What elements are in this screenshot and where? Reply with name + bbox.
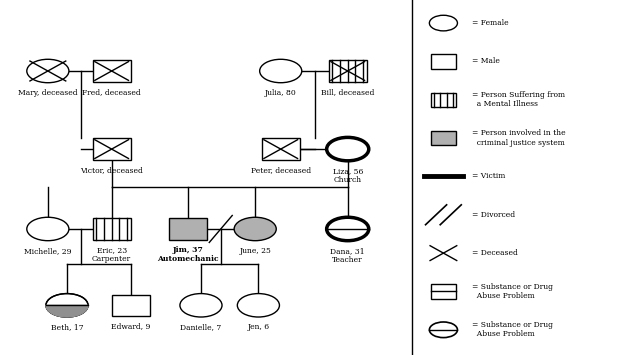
Text: Edward, 9: Edward, 9 [111,322,151,331]
Bar [431,54,456,69]
Bar [431,284,456,299]
Bar [262,138,300,160]
Text: Fred, deceased: Fred, deceased [82,88,141,96]
Text: = Deceased: = Deceased [472,249,518,257]
Circle shape [27,59,69,83]
Text: Beth, 17: Beth, 17 [50,323,84,332]
Polygon shape [46,305,88,317]
Text: Liza, 56
Church: Liza, 56 Church [332,167,363,184]
Text: = Substance or Drug
  Abuse Problem: = Substance or Drug Abuse Problem [472,321,553,338]
Bar [93,218,131,240]
Text: = Divorced: = Divorced [472,211,516,219]
Circle shape [327,137,369,161]
Bar [169,218,207,240]
Text: Eric, 23
Carpenter: Eric, 23 Carpenter [92,246,131,263]
Text: = Substance or Drug
  Abuse Problem: = Substance or Drug Abuse Problem [472,283,553,300]
Text: June, 25: June, 25 [239,247,271,255]
Bar [329,60,367,82]
Circle shape [46,294,88,317]
Text: Michelle, 29: Michelle, 29 [24,247,71,255]
Circle shape [234,217,276,241]
Text: Bill, deceased: Bill, deceased [321,88,375,96]
Bar [93,138,131,160]
Circle shape [327,217,369,241]
Text: = Person Suffering from
  a Mental Illness: = Person Suffering from a Mental Illness [472,91,565,108]
Text: = Male: = Male [472,58,500,65]
Bar [93,60,131,82]
Bar [112,295,150,316]
Text: = Person involved in the
  criminal justice system: = Person involved in the criminal justic… [472,130,566,147]
Circle shape [237,294,279,317]
Text: Jen, 6: Jen, 6 [248,323,269,332]
Bar [431,131,456,145]
Text: Mary, deceased: Mary, deceased [18,89,78,97]
Circle shape [260,59,302,83]
Text: Jim, 37
Automechanic: Jim, 37 Automechanic [158,246,219,263]
Text: = Victim: = Victim [472,173,505,180]
Text: Julia, 80: Julia, 80 [265,89,297,97]
Circle shape [180,294,222,317]
Text: = Female: = Female [472,19,508,27]
Circle shape [27,217,69,241]
Text: Dana, 31
Teacher: Dana, 31 Teacher [330,247,365,264]
Text: Peter, deceased: Peter, deceased [251,166,311,174]
Text: Danielle, 7: Danielle, 7 [181,323,221,332]
Bar [431,93,456,107]
Text: Victor, deceased: Victor, deceased [80,166,143,174]
